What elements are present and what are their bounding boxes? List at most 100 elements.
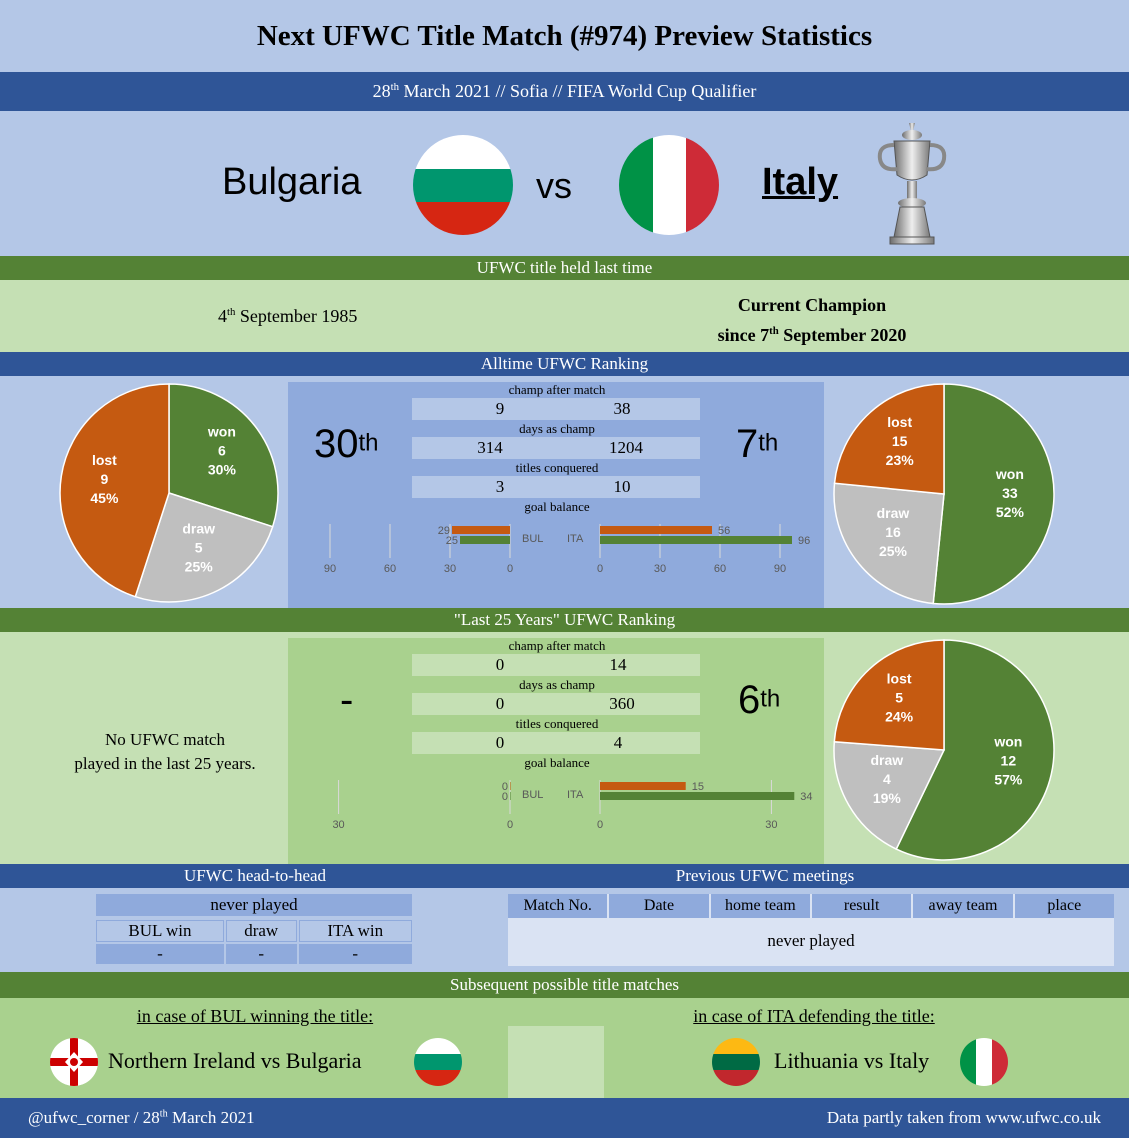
alltime-away-rank-value: 7 [736, 422, 759, 466]
away-last25-pie-won-count: 12 [1001, 753, 1017, 769]
away-last25-pie-lost-pct: 24% [885, 709, 914, 725]
alltime-goal-away-bar-1 [600, 536, 792, 544]
home-alltime-pie-slice-lost [59, 383, 170, 598]
away-last25-pie-draw-pct: 19% [873, 790, 902, 806]
last25-label-titles: titles conquered [515, 716, 599, 731]
last25-goal-away-tick: 30 [765, 819, 777, 831]
meetings-col-date: Date [609, 894, 709, 918]
h2h-val-home-win: - [96, 944, 224, 964]
away-last25-pie-draw-count: 4 [883, 771, 891, 787]
away-alltime-pie-won-count: 33 [1002, 485, 1018, 501]
last25-home-champ-after: 0 [495, 655, 505, 674]
page-title-area: Next UFWC Title Match (#974) Preview Sta… [0, 0, 1129, 72]
alltime-label-days: days as champ [519, 421, 595, 436]
alltime-goal-away-tick: 30 [654, 563, 666, 575]
alltime-away-champ-after: 38 [613, 399, 631, 418]
last25-label-days: days as champ [519, 677, 595, 692]
h2h-col-draw: draw [225, 920, 297, 942]
alltime-row-titles: 3 10 [412, 476, 700, 498]
last25-goal-away-bar-1 [600, 792, 795, 800]
last25-goal-home-tick: 0 [507, 819, 513, 831]
last25-goal-home-value-1: 0 [502, 791, 508, 803]
alltime-row-days: 314 1204 [412, 437, 700, 459]
last25-row: No UFWC match played in the last 25 year… [0, 632, 1129, 864]
alltime-away-days: 1204 [609, 438, 643, 457]
alltime-goal-away-tick: 90 [774, 563, 786, 575]
alltime-goal-away-tick: 0 [597, 563, 603, 575]
last25-away-champ-after: 14 [609, 655, 627, 674]
alltime-goal-away-value-0: 56 [718, 525, 730, 537]
h2h-row: never played BUL win draw ITA win - - - … [0, 888, 1129, 972]
alltime-home-titles: 3 [495, 477, 505, 496]
trophy-icon [877, 123, 947, 245]
away-alltime-pie-lost-label: lost [887, 414, 912, 430]
vs-label: vs [536, 165, 572, 206]
away-alltime-pie-won-pct: 52% [996, 504, 1025, 520]
alltime-home-days: 314 [477, 438, 503, 457]
home-last-held-suffix: th [227, 306, 236, 318]
alltime-label-champ-after: champ after match [508, 382, 606, 397]
away-alltime-pie-draw-count: 16 [885, 524, 901, 540]
away-last25-pie: won 12 57% draw 4 19% lost 5 24% [833, 639, 1055, 861]
away-last25-pie-slice-lost [833, 639, 945, 751]
last25-row-days: 0 360 [412, 693, 700, 715]
alltime-goal-chart: 90 60 30 0 0 30 60 90 BUL ITA 29 56 25 96 [324, 524, 810, 575]
section-header-last-held: UFWC title held last time [0, 256, 1129, 280]
last25-goal-away-bar-0 [600, 782, 686, 790]
last25-stats-panel: - 6th champ after match 0 14 days as cha… [288, 638, 824, 864]
section-header-h2h: UFWC head-to-head [183, 866, 327, 885]
italy-flag-icon [619, 135, 719, 235]
last25-away-rank-suffix: th [760, 685, 781, 713]
h2h-val-draw: - [225, 944, 297, 964]
meetings-table: Match No. Date home team result away tea… [508, 894, 1114, 966]
away-team-name: Italy [762, 161, 839, 203]
h2h-col-away-win: ITA win [298, 920, 412, 942]
last25-home-days: 0 [495, 694, 505, 713]
subsequent-row: in case of BUL winning the title: Northe… [0, 998, 1129, 1098]
bulgaria-small-flag-icon [414, 1038, 462, 1086]
last25-row-titles: 0 4 [412, 732, 700, 754]
alltime-goal-home-value-0: 29 [438, 525, 450, 537]
meetings-col-away-team: away team [913, 894, 1013, 918]
last25-goal-away-tick: 0 [597, 819, 603, 831]
alltime-stats-panel: 30th 7th champ after match 9 38 days as … [288, 382, 824, 608]
away-next-match: Lithuania vs Italy [774, 1048, 930, 1073]
alltime-goal-away-value-1: 96 [798, 535, 810, 547]
alltime-label-goals: goal balance [524, 499, 590, 514]
away-since-suffix: th [769, 325, 779, 337]
last25-goal-away-code: ITA [567, 789, 584, 801]
last25-home-titles: 0 [495, 733, 505, 752]
match-day-suffix: th [390, 81, 400, 93]
section-header-h2h-bar: UFWC head-to-head Previous UFWC meetings [0, 864, 1129, 888]
footer-credit-suffix: th [159, 1108, 168, 1120]
away-last25-pie-slice-draw [833, 740, 946, 851]
home-alltime-pie-draw-count: 5 [195, 539, 203, 555]
page-title: Next UFWC Title Match (#974) Preview Sta… [256, 20, 873, 52]
last25-away-titles: 4 [613, 733, 623, 752]
home-alltime-pie-won-pct: 30% [208, 462, 237, 478]
away-last25-pie-slice-won [895, 639, 1055, 861]
last25-goal-home-bar-1 [510, 792, 511, 800]
away-last25-pie-won-label: won [993, 734, 1022, 750]
alltime-home-rank-value: 30 [314, 422, 359, 466]
footer-credit: @ufwc_corner / 28th March 2021 [28, 1098, 255, 1138]
away-champion-since: since 7th September 2020 [662, 320, 962, 350]
away-alltime-pie: won 33 52% draw 16 25% lost 15 23% [833, 383, 1055, 605]
away-alltime-pie-won-label: won [995, 466, 1024, 482]
h2h-header: never played [96, 894, 412, 916]
bulgaria-flag-icon [413, 135, 513, 235]
away-alltime-pie-draw-pct: 25% [879, 543, 908, 559]
last25-label-goals: goal balance [524, 755, 590, 770]
home-alltime-pie: won 6 30% draw 5 25% lost 9 45% [59, 383, 279, 603]
last25-label-champ-after: champ after match [508, 638, 606, 653]
last25-goal-home-code: BUL [522, 789, 543, 801]
match-day: 28 [372, 81, 391, 101]
alltime-goal-home-tick: 60 [384, 563, 396, 575]
alltime-row: won 6 30% draw 5 25% lost 9 45% 30th 7th champ a… [0, 376, 1129, 608]
northern-ireland-flag-icon [50, 1038, 98, 1086]
h2h-col-home-win: BUL win [96, 920, 224, 942]
home-alltime-pie-slice-won [168, 383, 279, 528]
no-match-line1: No UFWC match [105, 730, 225, 749]
home-last-held: 4th September 1985 [218, 306, 357, 327]
alltime-goal-away-code: ITA [567, 533, 584, 545]
